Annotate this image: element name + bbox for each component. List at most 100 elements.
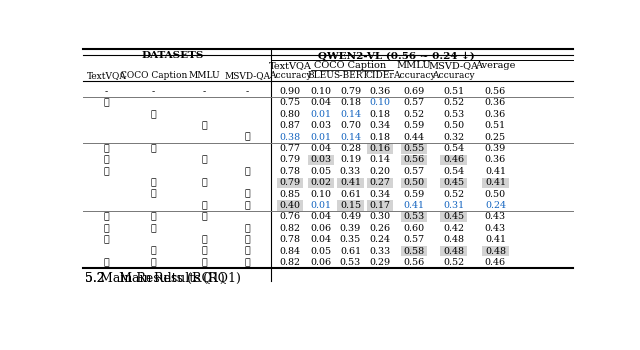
Bar	[308, 155, 334, 165]
Text: 0.19: 0.19	[340, 155, 361, 164]
Text: ✓: ✓	[151, 258, 157, 267]
Text: MMLU: MMLU	[188, 71, 220, 79]
Text: ✓: ✓	[244, 133, 250, 142]
Text: ✓: ✓	[244, 190, 250, 199]
Text: ✓: ✓	[151, 178, 157, 187]
Text: ✓: ✓	[201, 247, 207, 256]
Text: 0.50: 0.50	[443, 121, 464, 130]
Bar	[367, 201, 393, 211]
Text: 0.04: 0.04	[310, 212, 332, 222]
Text: 0.52: 0.52	[443, 190, 464, 199]
Text: 0.48: 0.48	[443, 235, 464, 244]
Text: ✓: ✓	[104, 144, 109, 153]
Text: 0.79: 0.79	[340, 87, 361, 96]
Text: 0.45: 0.45	[443, 178, 464, 187]
Text: Average: Average	[476, 61, 516, 70]
Text: DATASETS: DATASETS	[142, 51, 204, 60]
Text: Accuracy: Accuracy	[432, 71, 475, 79]
Bar	[367, 144, 393, 154]
Bar	[482, 178, 509, 188]
Text: TextVQA: TextVQA	[86, 71, 126, 79]
Text: 0.10: 0.10	[310, 190, 332, 199]
Text: ✓: ✓	[201, 155, 207, 164]
Text: 0.43: 0.43	[485, 212, 506, 222]
Text: -: -	[246, 87, 249, 96]
Text: 0.41: 0.41	[485, 167, 506, 176]
Text: ✓: ✓	[104, 167, 109, 176]
Text: 0.36: 0.36	[484, 110, 506, 119]
Bar	[401, 246, 428, 256]
Text: 0.43: 0.43	[485, 224, 506, 233]
Text: 0.39: 0.39	[340, 224, 361, 233]
Text: 0.41: 0.41	[340, 178, 361, 187]
Text: ✓: ✓	[244, 167, 250, 176]
Text: 0.27: 0.27	[369, 178, 390, 187]
Text: 0.34: 0.34	[369, 190, 390, 199]
Text: 0.57: 0.57	[403, 167, 424, 176]
Text: 0.41: 0.41	[485, 235, 506, 244]
Text: 0.14: 0.14	[340, 110, 361, 119]
Text: 0.56: 0.56	[403, 155, 425, 164]
Text: 0.24: 0.24	[485, 201, 506, 210]
Text: 0.24: 0.24	[369, 235, 390, 244]
Text: 0.53: 0.53	[403, 212, 425, 222]
Text: 0.34: 0.34	[369, 121, 390, 130]
Text: 0.51: 0.51	[485, 121, 506, 130]
Text: 0.82: 0.82	[280, 258, 301, 267]
Text: 0.36: 0.36	[484, 98, 506, 107]
Text: 0.57: 0.57	[403, 235, 424, 244]
Text: 0.31: 0.31	[443, 201, 464, 210]
Text: BLEU: BLEU	[308, 71, 335, 79]
Text: -: -	[202, 87, 205, 96]
Text: 0.36: 0.36	[369, 87, 390, 96]
Text: 0.54: 0.54	[443, 167, 464, 176]
Bar	[277, 201, 303, 211]
Text: 0.75: 0.75	[280, 98, 301, 107]
Text: 0.56: 0.56	[403, 258, 425, 267]
Text: 0.01: 0.01	[310, 133, 332, 142]
Text: 0.78: 0.78	[280, 167, 301, 176]
Text: Main Results (RQ1): Main Results (RQ1)	[100, 272, 225, 285]
Text: 0.45: 0.45	[443, 212, 464, 222]
Bar	[337, 201, 364, 211]
Text: 0.53: 0.53	[443, 110, 464, 119]
Text: 0.87: 0.87	[280, 121, 301, 130]
Text: 0.48: 0.48	[485, 247, 506, 256]
Text: 0.16: 0.16	[369, 144, 390, 153]
Text: 0.50: 0.50	[403, 178, 424, 187]
Text: 0.53: 0.53	[340, 258, 361, 267]
Text: 0.33: 0.33	[369, 247, 390, 256]
Text: ✓: ✓	[104, 212, 109, 222]
Text: 0.49: 0.49	[340, 212, 361, 222]
Text: 0.69: 0.69	[403, 87, 425, 96]
Text: 0.10: 0.10	[369, 98, 390, 107]
Text: 0.54: 0.54	[443, 144, 464, 153]
Text: 5.2    Main Results (RQ1): 5.2 Main Results (RQ1)	[84, 272, 241, 285]
Text: MMLU: MMLU	[397, 61, 431, 70]
Text: 0.76: 0.76	[280, 212, 301, 222]
Text: 0.57: 0.57	[403, 98, 424, 107]
Text: ✓: ✓	[151, 110, 157, 119]
Text: ✓: ✓	[104, 235, 109, 244]
Text: S-BERT: S-BERT	[333, 71, 368, 79]
Text: CIDEr: CIDEr	[365, 71, 394, 79]
Text: 0.28: 0.28	[340, 144, 361, 153]
Text: MSVD-QA: MSVD-QA	[225, 71, 271, 79]
Text: 0.25: 0.25	[485, 133, 506, 142]
Text: COCO Caption: COCO Caption	[314, 61, 387, 70]
Text: 0.44: 0.44	[404, 133, 424, 142]
Text: 0.20: 0.20	[369, 167, 390, 176]
Text: 0.26: 0.26	[369, 224, 390, 233]
Text: 0.05: 0.05	[310, 167, 332, 176]
Bar	[308, 178, 334, 188]
Bar	[401, 178, 428, 188]
Text: ✓: ✓	[201, 258, 207, 267]
Text: ✓: ✓	[244, 258, 250, 267]
Text: 0.85: 0.85	[280, 190, 301, 199]
Text: 0.82: 0.82	[280, 224, 301, 233]
Text: 0.18: 0.18	[340, 98, 361, 107]
Text: 0.17: 0.17	[369, 201, 390, 210]
Text: 0.14: 0.14	[340, 133, 361, 142]
Text: 0.41: 0.41	[404, 201, 424, 210]
Text: 0.02: 0.02	[310, 178, 332, 187]
